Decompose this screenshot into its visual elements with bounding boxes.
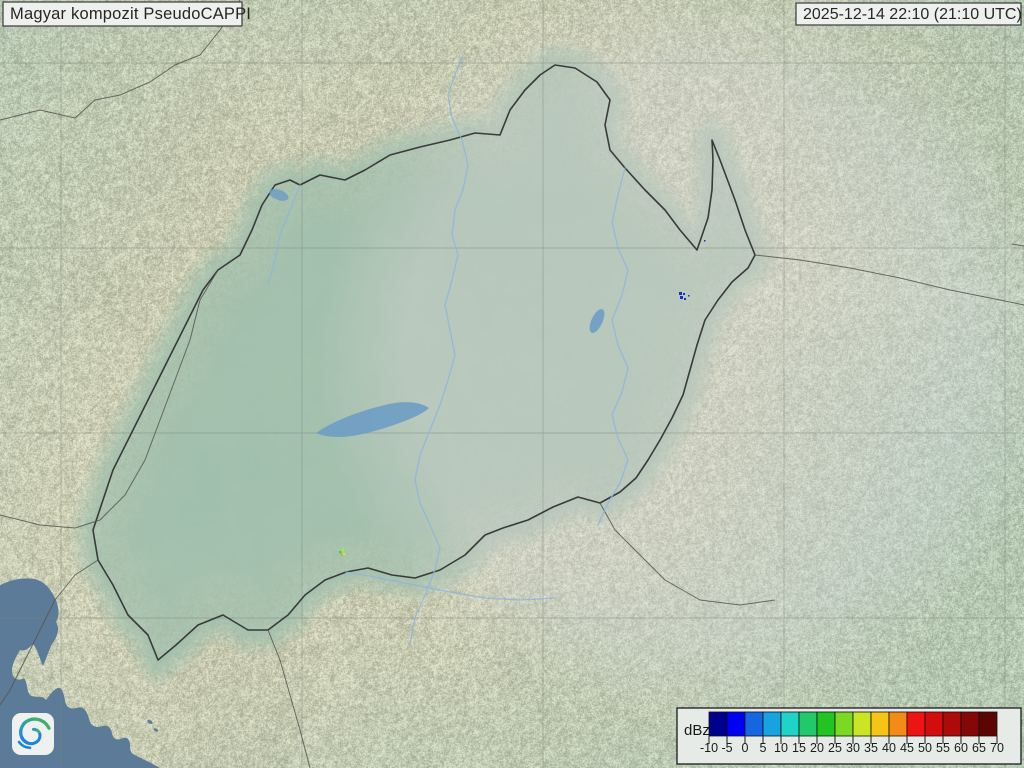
svg-text:dBz: dBz bbox=[684, 722, 710, 739]
svg-text:2025-12-14 22:10 (21:10 UTC): 2025-12-14 22:10 (21:10 UTC) bbox=[803, 6, 1022, 23]
svg-text:Magyar kompozit PseudoCAPPI: Magyar kompozit PseudoCAPPI bbox=[10, 5, 251, 23]
